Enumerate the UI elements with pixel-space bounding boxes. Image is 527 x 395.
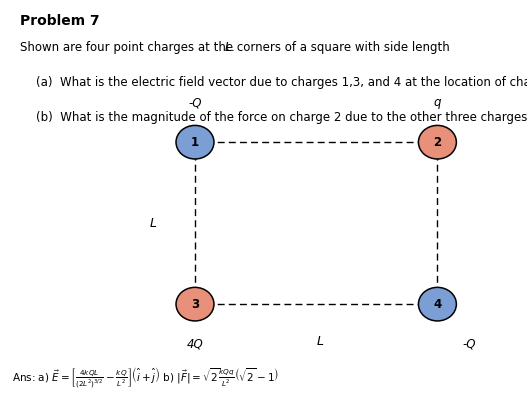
Text: Problem 7: Problem 7 [20,14,100,28]
Ellipse shape [176,287,214,321]
Text: Shown are four point charges at the corners of a square with side length: Shown are four point charges at the corn… [20,41,454,55]
Text: 4: 4 [433,298,442,310]
Text: (a)  What is the electric field vector due to charges 1,3, and 4 at the location: (a) What is the electric field vector du… [36,76,527,89]
Ellipse shape [418,287,456,321]
Text: 2: 2 [433,136,442,149]
Text: (b)  What is the magnitude of the force on charge 2 due to the other three charg: (b) What is the magnitude of the force o… [36,111,527,124]
Text: $L$.: $L$. [224,41,235,55]
Ellipse shape [176,125,214,159]
Text: q: q [434,96,441,109]
Text: 1: 1 [191,136,199,149]
Text: $L$: $L$ [149,217,157,229]
Text: -Q: -Q [188,96,202,109]
Text: -Q: -Q [462,337,476,350]
Ellipse shape [418,125,456,159]
Text: 3: 3 [191,298,199,310]
Text: 4Q: 4Q [187,337,203,350]
Text: Ans: a) $\vec{E} = \left[\frac{4kQL}{(2L^2)^{3/2}} - \frac{kQ}{L^2}\right]\left(: Ans: a) $\vec{E} = \left[\frac{4kQL}{(2L… [12,365,279,390]
Text: $L$: $L$ [316,335,325,348]
